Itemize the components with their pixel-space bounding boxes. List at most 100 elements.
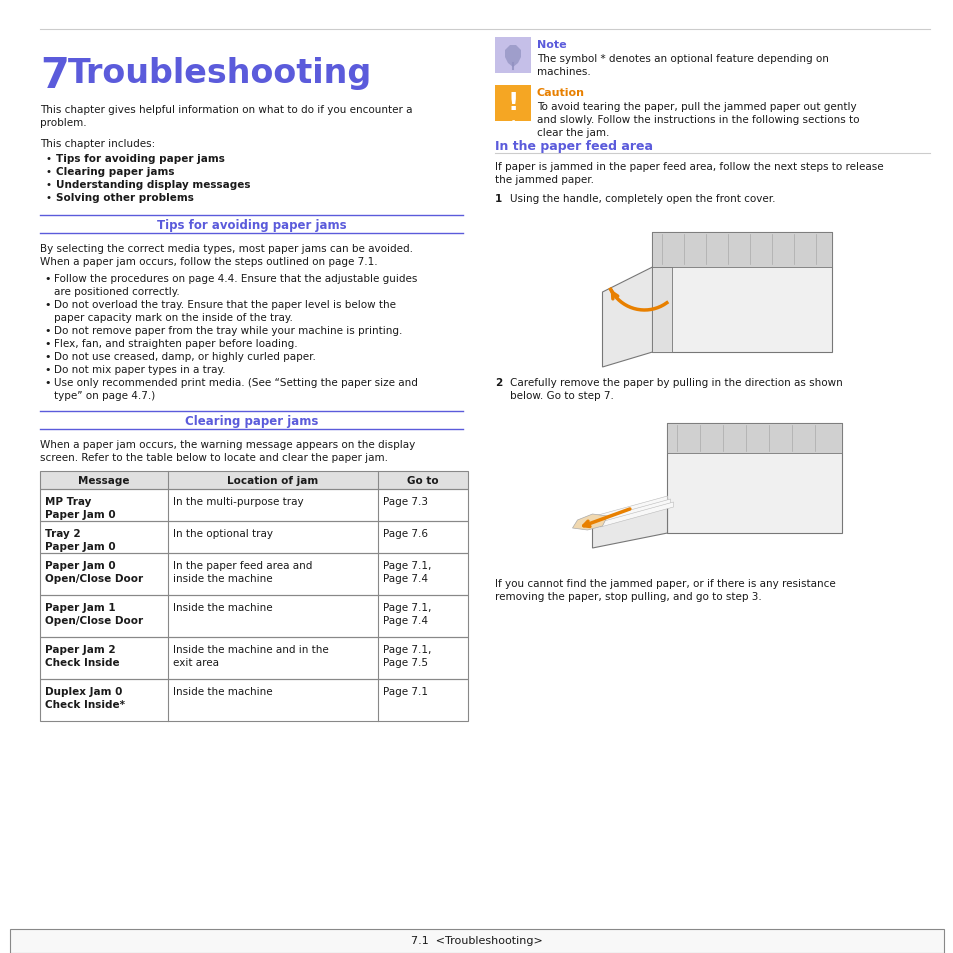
Text: Page 7.1,: Page 7.1,: [382, 602, 431, 613]
Text: Duplex Jam 0: Duplex Jam 0: [45, 686, 122, 697]
Bar: [495, 38, 531, 74]
Text: 7: 7: [40, 55, 69, 97]
Text: Do not mix paper types in a tray.: Do not mix paper types in a tray.: [54, 365, 225, 375]
Text: Do not use creased, damp, or highly curled paper.: Do not use creased, damp, or highly curl…: [54, 352, 315, 361]
Text: To avoid tearing the paper, pull the jammed paper out gently: To avoid tearing the paper, pull the jam…: [537, 102, 856, 112]
Text: Clearing paper jams: Clearing paper jams: [185, 415, 318, 428]
Bar: [40, 596, 468, 638]
Text: !: !: [507, 91, 518, 115]
Text: problem.: problem.: [40, 118, 87, 128]
Text: 1: 1: [495, 193, 501, 204]
Bar: [40, 554, 468, 596]
Text: •: •: [46, 180, 52, 190]
Text: Understanding display messages: Understanding display messages: [56, 180, 251, 190]
Text: •: •: [44, 338, 51, 349]
Text: •: •: [46, 193, 52, 203]
Text: •: •: [44, 377, 51, 388]
Text: Paper Jam 1: Paper Jam 1: [45, 602, 115, 613]
Text: inside the machine: inside the machine: [172, 574, 273, 583]
Text: the jammed paper.: the jammed paper.: [495, 174, 594, 185]
Bar: [667, 423, 841, 454]
Text: When a paper jam occurs, the warning message appears on the display: When a paper jam occurs, the warning mes…: [40, 439, 415, 450]
Text: •: •: [46, 153, 52, 164]
Text: clear the jam.: clear the jam.: [537, 128, 609, 138]
Bar: [40, 638, 468, 679]
Text: Caution: Caution: [537, 88, 584, 98]
Text: Inside the machine: Inside the machine: [172, 686, 273, 697]
Text: .: .: [510, 112, 515, 126]
Text: Do not overload the tray. Ensure that the paper level is below the: Do not overload the tray. Ensure that th…: [54, 299, 395, 310]
Text: Page 7.3: Page 7.3: [382, 497, 428, 506]
Text: Do not remove paper from the tray while your machine is printing.: Do not remove paper from the tray while …: [54, 326, 402, 335]
Text: •: •: [44, 352, 51, 361]
Text: If you cannot find the jammed paper, or if there is any resistance: If you cannot find the jammed paper, or …: [495, 578, 835, 588]
Text: Tips for avoiding paper jams: Tips for avoiding paper jams: [56, 153, 225, 164]
Bar: [40, 521, 468, 554]
Text: Tips for avoiding paper jams: Tips for avoiding paper jams: [157, 219, 347, 232]
Text: •: •: [44, 365, 51, 375]
Text: Go to: Go to: [407, 476, 438, 485]
Text: Inside the machine: Inside the machine: [172, 602, 273, 613]
Text: In the paper feed area and: In the paper feed area and: [172, 560, 312, 571]
Polygon shape: [594, 497, 667, 521]
Text: •: •: [46, 167, 52, 177]
Text: This chapter includes:: This chapter includes:: [40, 139, 155, 149]
Bar: [667, 423, 841, 534]
Text: type” on page 4.7.): type” on page 4.7.): [54, 391, 155, 400]
Bar: [40, 490, 468, 521]
Text: Tray 2: Tray 2: [45, 529, 81, 538]
Text: Clearing paper jams: Clearing paper jams: [56, 167, 174, 177]
Text: In the multi-purpose tray: In the multi-purpose tray: [172, 497, 303, 506]
Text: By selecting the correct media types, most paper jams can be avoided.: By selecting the correct media types, mo…: [40, 244, 413, 253]
Polygon shape: [599, 502, 673, 527]
Text: If paper is jammed in the paper feed area, follow the next steps to release: If paper is jammed in the paper feed are…: [495, 162, 882, 172]
Polygon shape: [504, 46, 520, 68]
Text: MP Tray: MP Tray: [45, 497, 91, 506]
Text: Message: Message: [78, 476, 130, 485]
Text: Paper Jam 2: Paper Jam 2: [45, 644, 115, 655]
Text: 7.1  <Troubleshooting>: 7.1 <Troubleshooting>: [411, 935, 542, 945]
Bar: [10, 929, 943, 953]
Text: Open/Close Door: Open/Close Door: [45, 616, 143, 625]
Bar: [652, 268, 672, 353]
Text: and slowly. Follow the instructions in the following sections to: and slowly. Follow the instructions in t…: [537, 115, 859, 125]
Bar: [40, 679, 468, 721]
Text: Page 7.1,: Page 7.1,: [382, 644, 431, 655]
Bar: [495, 86, 531, 122]
Text: Paper Jam 0: Paper Jam 0: [45, 560, 115, 571]
Text: removing the paper, stop pulling, and go to step 3.: removing the paper, stop pulling, and go…: [495, 592, 760, 601]
Text: In the paper feed area: In the paper feed area: [495, 140, 652, 152]
Text: Paper Jam 0: Paper Jam 0: [45, 510, 115, 519]
Bar: [40, 472, 468, 490]
Text: Page 7.1,: Page 7.1,: [382, 560, 431, 571]
Text: •: •: [44, 299, 51, 310]
Polygon shape: [572, 515, 607, 531]
Text: Check Inside*: Check Inside*: [45, 700, 125, 709]
Bar: [652, 233, 832, 268]
Text: Inside the machine and in the: Inside the machine and in the: [172, 644, 329, 655]
Polygon shape: [597, 499, 670, 524]
Text: exit area: exit area: [172, 658, 219, 667]
Text: Solving other problems: Solving other problems: [56, 193, 193, 203]
Text: Page 7.4: Page 7.4: [382, 616, 428, 625]
Text: Carefully remove the paper by pulling in the direction as shown: Carefully remove the paper by pulling in…: [510, 377, 841, 388]
Text: Note: Note: [537, 40, 566, 50]
Text: Flex, fan, and straighten paper before loading.: Flex, fan, and straighten paper before l…: [54, 338, 297, 349]
Text: •: •: [44, 326, 51, 335]
Text: Page 7.1: Page 7.1: [382, 686, 428, 697]
Text: machines.: machines.: [537, 67, 590, 77]
Text: 2: 2: [495, 377, 501, 388]
Bar: [652, 233, 832, 353]
Text: Page 7.6: Page 7.6: [382, 529, 428, 538]
Text: Page 7.5: Page 7.5: [382, 658, 428, 667]
Text: Page 7.4: Page 7.4: [382, 574, 428, 583]
Text: screen. Refer to the table below to locate and clear the paper jam.: screen. Refer to the table below to loca…: [40, 453, 388, 462]
Text: Location of jam: Location of jam: [227, 476, 318, 485]
Text: The symbol * denotes an optional feature depending on: The symbol * denotes an optional feature…: [537, 54, 828, 64]
Text: Use only recommended print media. (See “Setting the paper size and: Use only recommended print media. (See “…: [54, 377, 417, 388]
Polygon shape: [602, 268, 652, 368]
Text: Paper Jam 0: Paper Jam 0: [45, 541, 115, 552]
Polygon shape: [592, 498, 667, 548]
Text: Follow the procedures on page 4.4. Ensure that the adjustable guides: Follow the procedures on page 4.4. Ensur…: [54, 274, 417, 284]
Text: Troubleshooting: Troubleshooting: [68, 57, 372, 90]
